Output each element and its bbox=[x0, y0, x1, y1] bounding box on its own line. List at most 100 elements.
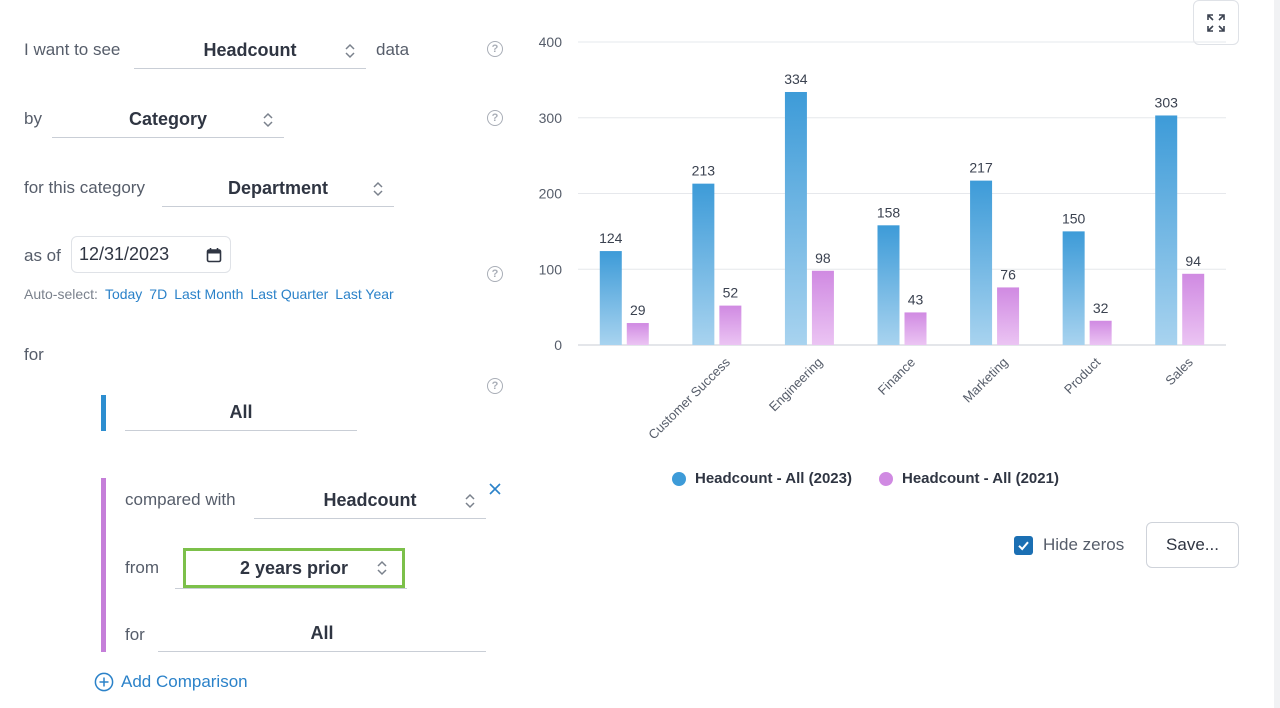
hide-zeros-checkbox[interactable] bbox=[1014, 535, 1033, 555]
data-label: 124 bbox=[599, 230, 623, 246]
for-select-value: All bbox=[229, 402, 253, 422]
chart-legend: Headcount - All (2023) Headcount - All (… bbox=[672, 470, 1086, 487]
data-label: 29 bbox=[630, 302, 646, 318]
y-tick-label: 0 bbox=[554, 337, 562, 353]
expand-button[interactable] bbox=[1193, 0, 1239, 45]
autoselect-last-month-link[interactable]: Last Month bbox=[174, 286, 244, 302]
legend-dot-2023 bbox=[672, 471, 686, 486]
add-comparison-button[interactable]: Add Comparison bbox=[94, 672, 248, 692]
data-label: 217 bbox=[969, 160, 993, 176]
by-select-value: Category bbox=[128, 109, 208, 129]
from-label: from bbox=[125, 558, 159, 577]
x-tick-label: Product bbox=[1061, 354, 1104, 397]
data-label: 158 bbox=[877, 204, 901, 220]
by-select[interactable]: Category bbox=[52, 102, 284, 138]
data-label: 213 bbox=[692, 163, 716, 179]
for-select[interactable]: All bbox=[125, 395, 357, 431]
metric-prefix-label: I want to see bbox=[24, 40, 121, 59]
expand-icon bbox=[1207, 13, 1225, 32]
bar-2023 bbox=[692, 183, 715, 345]
data-label: 98 bbox=[815, 250, 831, 266]
x-tick-label: Customer Success bbox=[645, 354, 733, 442]
legend-item-2021[interactable]: Headcount - All (2021) bbox=[878, 470, 1059, 487]
autoselect-label: Auto-select: bbox=[24, 286, 98, 302]
bar-2023 bbox=[877, 225, 900, 345]
legend-label-2023: Headcount - All (2023) bbox=[695, 470, 852, 487]
scrollbar-track[interactable] bbox=[1274, 0, 1280, 708]
close-icon[interactable] bbox=[487, 481, 503, 497]
plus-circle-icon bbox=[94, 672, 114, 692]
chevron-updown-icon bbox=[263, 112, 273, 127]
data-label: 334 bbox=[784, 71, 808, 87]
data-label: 32 bbox=[1093, 300, 1109, 316]
from-select-underline bbox=[175, 588, 407, 589]
bar-2021 bbox=[1089, 320, 1112, 345]
autoselect-today-link[interactable]: Today bbox=[104, 286, 143, 302]
bar-2021 bbox=[1182, 273, 1205, 345]
bar-2021 bbox=[904, 312, 927, 345]
for-label: for bbox=[24, 345, 44, 364]
autoselect-7d-link[interactable]: 7D bbox=[149, 286, 168, 302]
help-icon[interactable]: ? bbox=[487, 266, 503, 282]
y-tick-label: 400 bbox=[539, 34, 563, 50]
x-tick-label: Finance bbox=[875, 355, 918, 398]
as-of-date-input[interactable]: 12/31/2023 bbox=[71, 236, 231, 273]
x-tick-label: Sales bbox=[1162, 354, 1196, 388]
bar-2023 bbox=[970, 180, 993, 345]
comparison-for-select[interactable]: All bbox=[158, 616, 486, 652]
data-label: 150 bbox=[1062, 210, 1086, 226]
legend-label-2021: Headcount - All (2021) bbox=[901, 470, 1059, 487]
data-label: 52 bbox=[723, 285, 739, 301]
legend-dot-2021 bbox=[878, 471, 893, 486]
legend-item-2023[interactable]: Headcount - All (2023) bbox=[672, 470, 852, 487]
category-select-value: Department bbox=[227, 178, 329, 198]
x-tick-label: Marketing bbox=[960, 355, 1011, 406]
help-icon[interactable]: ? bbox=[487, 378, 503, 394]
headcount-bar-chart: 0 100 200 300 400 124 29 213 52 Customer Success 3… bbox=[539, 34, 1226, 442]
as-of-label: as of bbox=[24, 246, 61, 265]
autoselect-last-year-link[interactable]: Last Year bbox=[335, 286, 394, 302]
bar-2021 bbox=[997, 287, 1020, 345]
y-tick-label: 200 bbox=[539, 186, 563, 202]
hide-zeros-toggle[interactable]: Hide zeros bbox=[1014, 535, 1124, 555]
hide-zeros-label: Hide zeros bbox=[1043, 535, 1125, 554]
comparison-series-marker bbox=[101, 478, 106, 652]
chevron-updown-icon bbox=[345, 43, 355, 58]
data-label: 94 bbox=[1185, 253, 1201, 269]
bar-2023 bbox=[599, 251, 622, 345]
calendar-icon[interactable] bbox=[206, 247, 222, 263]
bar-2021 bbox=[811, 270, 834, 345]
by-label: by bbox=[24, 109, 42, 128]
comparison-for-label: for bbox=[125, 625, 145, 644]
add-comparison-label: Add Comparison bbox=[121, 672, 248, 691]
help-icon[interactable]: ? bbox=[487, 41, 503, 57]
primary-series-marker bbox=[101, 395, 106, 431]
chevron-updown-icon bbox=[373, 181, 383, 196]
data-label: 303 bbox=[1155, 94, 1179, 110]
x-tick-label: Engineering bbox=[766, 355, 826, 415]
from-period-value: 2 years prior bbox=[239, 557, 349, 578]
data-label: 76 bbox=[1000, 266, 1016, 282]
from-period-select[interactable]: 2 years prior bbox=[183, 548, 405, 588]
bar-2023 bbox=[1062, 231, 1085, 345]
y-tick-label: 300 bbox=[539, 110, 563, 126]
bar-2023 bbox=[1155, 115, 1178, 345]
autoselect-last-quarter-link[interactable]: Last Quarter bbox=[250, 286, 329, 302]
as-of-date-value: 12/31/2023 bbox=[79, 244, 170, 264]
bar-2021 bbox=[719, 305, 742, 345]
comparison-for-value: All bbox=[310, 623, 334, 643]
metric-select[interactable]: Headcount bbox=[134, 33, 366, 69]
chevron-updown-icon bbox=[377, 560, 387, 576]
metric-select-value: Headcount bbox=[203, 40, 297, 60]
checkmark-icon bbox=[1018, 541, 1029, 550]
bar-2023 bbox=[784, 91, 807, 346]
bar-2021 bbox=[626, 323, 649, 345]
category-select[interactable]: Department bbox=[162, 171, 394, 207]
compared-metric-value: Headcount bbox=[323, 490, 417, 510]
help-icon[interactable]: ? bbox=[487, 110, 503, 126]
metric-suffix-label: data bbox=[376, 40, 410, 59]
save-button[interactable]: Save... bbox=[1146, 522, 1239, 568]
autoselect-row: Auto-select: Today 7D Last Month Last Quarte… bbox=[24, 286, 394, 302]
chevron-updown-icon bbox=[465, 493, 475, 508]
compared-metric-select[interactable]: Headcount bbox=[254, 483, 486, 519]
